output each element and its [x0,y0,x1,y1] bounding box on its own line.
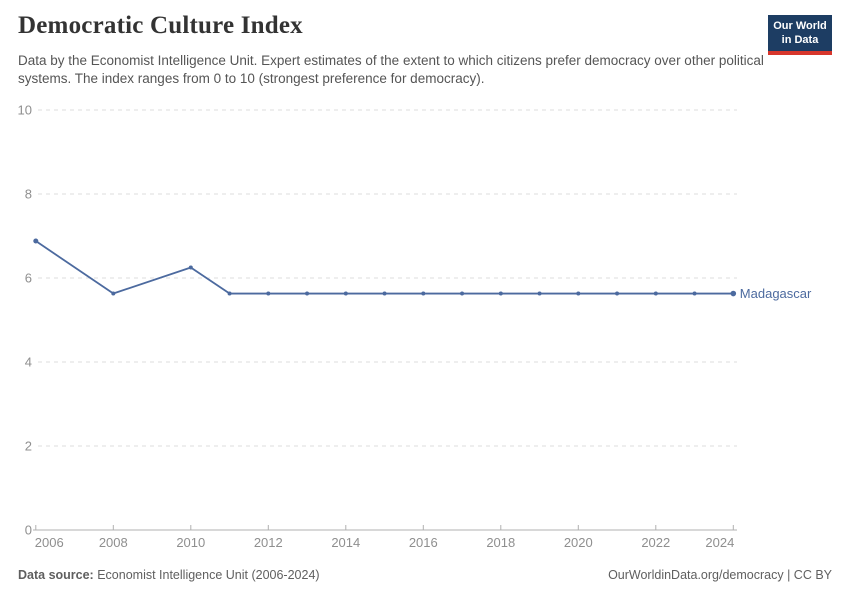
data-point [227,291,232,296]
y-tick-label: 2 [25,439,32,454]
data-point [305,291,310,296]
x-tick-label: 2024 [705,535,734,550]
x-tick-label: 2012 [254,535,283,550]
series-label: Madagascar [740,286,812,301]
data-source-label: Data source: [18,568,94,582]
data-source-text: Economist Intelligence Unit (2006-2024) [93,568,320,582]
data-point [692,291,697,296]
x-tick-label: 2008 [99,535,128,550]
x-tick-label: 2022 [641,535,670,550]
data-line [35,240,734,295]
x-tick-label: 2020 [564,535,593,550]
data-point [653,291,658,296]
data-point [382,291,387,296]
x-tick-label: 2014 [331,535,360,550]
data-point [537,291,542,296]
data-point [266,291,271,296]
y-tick-label: 6 [25,271,32,286]
x-tick-label: 2010 [176,535,205,550]
data-point [421,291,426,296]
x-tick-label: 2006 [35,535,64,550]
y-tick-label: 0 [25,523,32,538]
y-tick-label: 10 [18,103,32,118]
data-point [615,291,620,296]
y-tick-label: 8 [25,187,32,202]
data-point [730,290,737,297]
data-source-note: Data source: Economist Intelligence Unit… [18,568,320,582]
owid-attribution-link[interactable]: OurWorldinData.org/democracy | CC BY [608,568,832,582]
page-title: Democratic Culture Index [18,12,303,39]
data-point [188,265,193,270]
data-point [33,238,39,244]
x-tick-label: 2018 [486,535,515,550]
chart-subtitle: Data by the Economist Intelligence Unit.… [18,53,764,87]
y-tick-label: 4 [25,355,32,370]
data-point [498,291,503,296]
owid-logo-line1: Our World [773,20,827,32]
owid-logo-line2: in Data [781,34,819,47]
data-point [111,291,116,296]
owid-logo[interactable]: Our World in Data [768,15,832,55]
data-point [576,291,581,296]
x-tick-label: 2016 [409,535,438,550]
data-point [343,291,348,296]
chart-footer: Data source: Economist Intelligence Unit… [18,568,832,582]
data-point [460,291,465,296]
